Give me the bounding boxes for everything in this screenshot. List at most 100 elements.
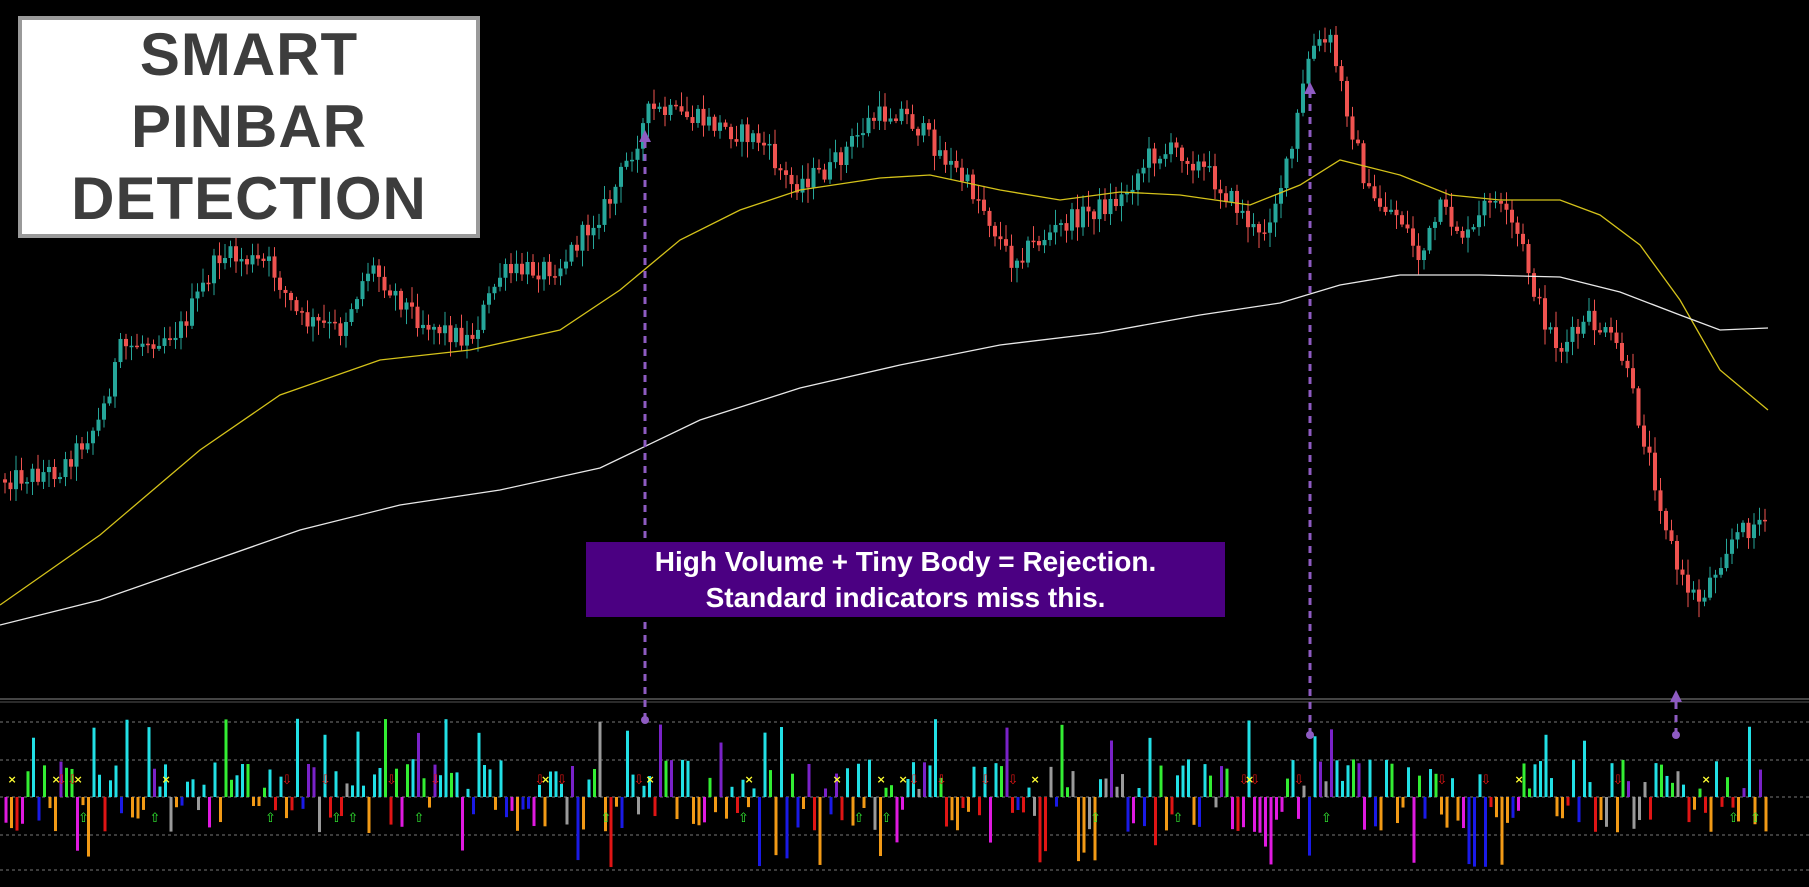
volume-bar-up — [1418, 775, 1421, 797]
volume-bar-down — [978, 797, 981, 816]
volume-bar-down — [961, 797, 965, 808]
volume-bar-up — [235, 775, 239, 797]
candle-body — [371, 265, 376, 274]
candle — [1741, 520, 1745, 538]
candle — [1064, 214, 1069, 243]
volume-bar-up — [659, 724, 662, 797]
candle-body — [223, 258, 227, 264]
candle — [542, 257, 546, 291]
volume-bar-up — [994, 763, 998, 797]
candle-body — [1383, 206, 1388, 212]
candle — [1213, 153, 1217, 199]
arrow-head — [639, 130, 651, 142]
candle — [333, 309, 337, 330]
candle — [1169, 133, 1173, 163]
volume-bar-down — [428, 797, 431, 808]
volume-bar-down — [1170, 797, 1174, 815]
candle — [877, 91, 882, 131]
candle — [1361, 140, 1366, 190]
candle-body — [1763, 519, 1767, 522]
candle — [1680, 559, 1685, 586]
candle — [410, 287, 414, 319]
candle-body — [1372, 186, 1377, 199]
candle-body — [195, 291, 200, 299]
candle-body — [1053, 224, 1058, 233]
candle — [613, 184, 618, 216]
candle — [63, 451, 68, 487]
candle-body — [1724, 553, 1729, 569]
candle-body — [1015, 260, 1019, 268]
candle-body — [443, 325, 447, 334]
candle-body — [976, 199, 981, 201]
candle — [1290, 146, 1294, 169]
candle-body — [129, 345, 134, 348]
candle — [283, 286, 288, 308]
candle-body — [982, 199, 986, 211]
candle-body — [1471, 227, 1476, 230]
volume-bar-up — [213, 762, 217, 797]
volume-bar-up — [153, 768, 156, 797]
volume-bar-down — [758, 797, 761, 867]
volume-bar-down — [945, 797, 948, 827]
candle — [1658, 477, 1663, 524]
candle-body — [91, 430, 95, 444]
candle — [1356, 130, 1360, 146]
candle — [921, 116, 926, 143]
candle-body — [767, 143, 772, 146]
volume-bar-up — [1341, 780, 1344, 797]
volume-bar-down — [1396, 797, 1399, 824]
candle — [1576, 319, 1580, 349]
volume-bar-down — [692, 797, 695, 824]
volume-bar-down — [802, 797, 805, 809]
candle — [305, 300, 310, 334]
candle — [245, 255, 249, 275]
candle — [1059, 219, 1063, 237]
candle-body — [586, 224, 590, 236]
candle — [80, 437, 84, 460]
candle — [173, 322, 178, 349]
candle-body — [267, 256, 271, 261]
volume-bar-up — [670, 760, 673, 797]
volume-bar-up — [1324, 781, 1328, 797]
title-box: SMART PINBAR DETECTION — [18, 16, 480, 238]
candle-body — [1653, 452, 1657, 491]
candle — [1103, 188, 1107, 222]
volume-bar-up — [230, 779, 233, 797]
candle — [371, 257, 376, 282]
volume-bar-up — [741, 779, 745, 797]
candle-body — [1680, 569, 1685, 575]
candle-body — [124, 338, 128, 347]
candle-body — [1020, 260, 1025, 263]
arrow-origin-dot — [1306, 731, 1314, 739]
candle-body — [470, 334, 475, 339]
candle-body — [184, 321, 189, 326]
candle — [1119, 182, 1124, 222]
cross-marker: × — [1031, 773, 1040, 786]
candle — [800, 165, 805, 203]
candle — [938, 135, 942, 159]
candle-body — [1444, 199, 1448, 207]
candle — [569, 242, 574, 266]
candle-body — [1064, 223, 1069, 231]
candle — [256, 243, 260, 266]
candle — [679, 92, 684, 116]
candle-body — [1114, 198, 1118, 207]
candle — [272, 247, 277, 292]
candle — [1697, 579, 1701, 618]
candle-body — [69, 459, 73, 467]
candle-body — [1389, 209, 1393, 212]
volume-bar-up — [373, 774, 376, 797]
candle-body — [778, 168, 783, 171]
volume-bar-down — [1363, 797, 1366, 830]
candle-body — [1510, 209, 1514, 223]
candle — [1224, 186, 1228, 208]
candle-body — [1548, 327, 1553, 330]
candle-body — [1455, 226, 1459, 231]
volume-bar-up — [1682, 784, 1685, 797]
candle-body — [624, 160, 629, 167]
candle-body — [751, 133, 755, 143]
volume-bar-down — [1198, 797, 1201, 827]
candle-body — [74, 443, 79, 467]
candle — [1504, 192, 1509, 225]
volume-bar-down — [675, 797, 679, 820]
